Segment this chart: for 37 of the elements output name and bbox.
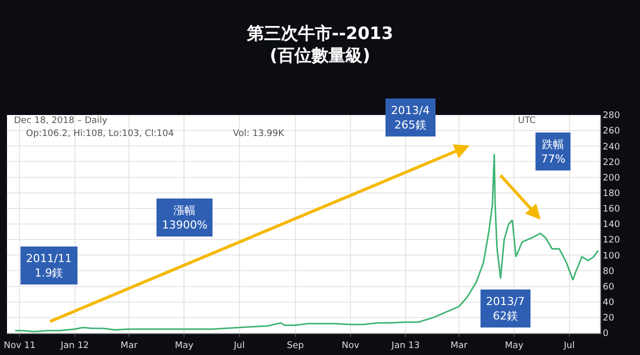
x-tick-label: Nov 11 bbox=[4, 340, 36, 351]
y-tick-label: 0 bbox=[602, 329, 609, 340]
y-tick-label: 240 bbox=[602, 142, 620, 152]
x-tick-label: Nov bbox=[342, 340, 360, 351]
annotation: 2013/4 265鎂 bbox=[391, 104, 430, 132]
annotation: Op:106.2, Hi:108, Lo:103, Cl:104 bbox=[26, 129, 174, 139]
line-series bbox=[14, 153, 599, 332]
x-tick-label: Jul bbox=[232, 340, 245, 351]
annotation: UTC bbox=[518, 116, 536, 126]
x-tick-label: Jul bbox=[562, 340, 575, 351]
y-tick-label: 120 bbox=[602, 236, 620, 246]
annotation: 漲幅 13900% bbox=[162, 204, 208, 232]
annotation: 跌幅 77% bbox=[541, 138, 566, 166]
y-tick-label: 40 bbox=[602, 298, 615, 308]
chart-title: 第三次牛市--2013 (百位數量級) bbox=[246, 24, 394, 66]
y-tick-label: 260 bbox=[602, 126, 620, 137]
y-tick-label: 20 bbox=[602, 314, 615, 324]
y-tick-label: 140 bbox=[602, 220, 620, 230]
annotation: Dec 18, 2018 – Daily bbox=[14, 116, 108, 126]
x-tick-label: Mar bbox=[120, 340, 138, 351]
annotation: Vol: 13.99K bbox=[233, 129, 286, 139]
y-tick-label: 180 bbox=[602, 189, 620, 200]
y-tick-label: 100 bbox=[602, 251, 620, 262]
x-tick-label: May bbox=[504, 340, 524, 351]
x-tick-label: Jan 12 bbox=[60, 340, 89, 351]
x-tick-label: Mar bbox=[450, 340, 468, 351]
y-tick-label: 160 bbox=[602, 204, 620, 215]
y-tick-label: 80 bbox=[602, 266, 615, 277]
x-tick-label: Sep bbox=[286, 340, 304, 351]
y-tick-label: 200 bbox=[602, 173, 620, 184]
annotation: 2011/11 1.9鎂 bbox=[26, 252, 72, 280]
y-tick-label: 220 bbox=[602, 158, 620, 168]
y-tick-label: 280 bbox=[602, 111, 620, 122]
annotation: 2013/7 62鎂 bbox=[486, 295, 525, 322]
x-tick-label: May bbox=[174, 340, 194, 351]
y-tick-label: 60 bbox=[602, 282, 615, 292]
x-tick-label: Jan 13 bbox=[390, 340, 420, 351]
